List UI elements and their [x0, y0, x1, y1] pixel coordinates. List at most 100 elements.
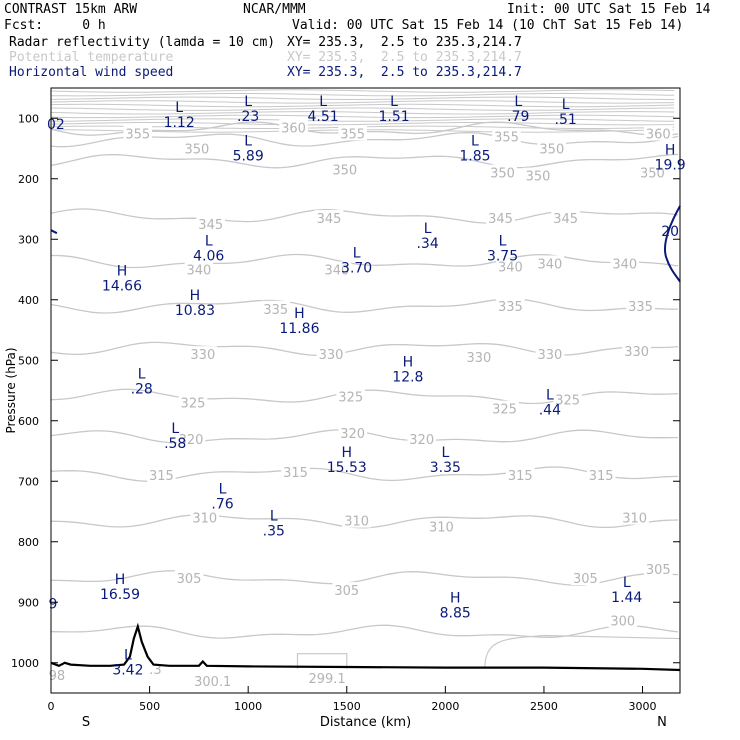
x-end-label-south: S — [82, 715, 90, 730]
theta-label: 350 — [640, 167, 665, 182]
theta-label: 320 — [340, 427, 365, 442]
theta-label: 315 — [589, 469, 614, 484]
wind-extremum-low-marker: L — [244, 94, 252, 110]
theta-label: 355 — [125, 127, 150, 142]
wind-extremum-value: .28 — [131, 381, 153, 397]
theta-label-bg — [488, 164, 517, 180]
theta-label-bg — [314, 210, 344, 226]
x-end-label-north: N — [657, 715, 667, 730]
plot-frame — [50, 87, 681, 694]
theta-label: 325 — [492, 403, 517, 418]
theta-contour-340 — [51, 253, 679, 269]
theta-label: 315 — [149, 469, 174, 484]
theta-contour-350 — [50, 153, 679, 169]
theta-label-bg — [188, 346, 218, 362]
theta-label-bg — [553, 391, 582, 407]
theta-label: 315 — [283, 466, 308, 481]
theta-label: 335 — [263, 303, 288, 318]
theta-label: 98 — [49, 669, 66, 684]
wind-extremum-low-marker: L — [219, 481, 227, 497]
field-reflectivity-xy: XY= 235.3, 2.5 to 235.3,214.7 — [287, 35, 522, 50]
wind-extremum-value: .58 — [164, 436, 186, 452]
y-tick-label: 400 — [18, 294, 39, 307]
y-tick-label: 200 — [18, 173, 39, 186]
wind-extremum-low-marker: L — [124, 648, 132, 664]
theta-label-bg — [190, 509, 220, 525]
wind-extremum-low-marker: L — [424, 221, 432, 237]
theta-label: 300 — [610, 614, 635, 629]
theta-label: 360 — [646, 127, 671, 142]
wind-extremum-value: 1.44 — [611, 590, 642, 606]
theta-label-bg — [336, 388, 366, 404]
y-tick-label: 500 — [18, 354, 39, 367]
theta-label: 350 — [526, 170, 551, 185]
theta-label-bg — [644, 125, 673, 141]
theta-label-bg — [608, 612, 638, 628]
theta-contour-310 — [51, 514, 679, 529]
wind-extremum-low-marker: L — [353, 245, 361, 261]
wind-extremum-value: 11.86 — [279, 321, 319, 337]
wind-extremum-value: 3.35 — [430, 460, 461, 476]
theta-label: 305 — [646, 563, 671, 578]
center-label: NCAR/MMM — [243, 2, 306, 17]
wind-extremum-high-marker: H — [403, 354, 414, 370]
wind-extremum-value: 3.70 — [341, 260, 372, 276]
theta-label: 335 — [628, 300, 653, 315]
wind-extremum-value: 4.51 — [308, 109, 339, 125]
theta-contour-300 — [51, 624, 679, 639]
theta-label-bg — [196, 216, 226, 232]
theta-contour-upper — [50, 107, 675, 111]
theta-label: 320 — [179, 433, 204, 448]
wind-contour-left — [50, 229, 58, 235]
wind-extremum-high-marker: H — [294, 306, 305, 322]
theta-label: 330 — [537, 348, 562, 363]
theta-label-bg — [610, 255, 640, 271]
wind-extremum-value: 19.9 — [655, 158, 686, 174]
field-wind-xy: XY= 235.3, 2.5 to 235.3,214.7 — [287, 65, 522, 80]
wind-extremum-low-marker: L — [171, 421, 179, 437]
wind-extremum-value: .79 — [507, 109, 529, 125]
theta-label-bg — [586, 467, 616, 483]
theta-label: 310 — [344, 515, 369, 530]
theta-label-bg — [182, 140, 212, 156]
wind-extremum-high-marker: H — [665, 143, 676, 159]
theta-label: 340 — [612, 257, 637, 272]
wind-contour-right — [664, 205, 681, 283]
x-tick-label: 0 — [48, 700, 55, 713]
theta-label: 300.1 — [194, 675, 231, 690]
theta-label: 299.1 — [308, 672, 345, 687]
wind-extremum-low-marker: L — [499, 233, 507, 249]
theta-label: 340 — [186, 264, 211, 279]
theta-label-bg — [523, 167, 553, 183]
theta-label-bg — [184, 261, 214, 277]
theta-label-bg — [338, 424, 367, 440]
theta-label-bg — [190, 672, 236, 688]
valid-time: Valid: 00 UTC Sat 15 Feb 14 (10 ChT Sat … — [292, 18, 684, 33]
wind-partial-label: 20 — [661, 224, 679, 240]
theta-label: 305 — [334, 584, 359, 599]
y-tick-label: 1000 — [11, 657, 39, 670]
field-wind-label: Horizontal wind speed — [9, 65, 174, 80]
wind-extremum-low-marker: L — [138, 366, 146, 382]
y-axis-title: Pressure (hPa) — [4, 347, 18, 433]
theta-label: 340 — [537, 257, 562, 272]
wind-extremum-value: .34 — [416, 236, 438, 252]
theta-label: 310 — [429, 521, 454, 536]
theta-label-bg — [261, 300, 291, 316]
theta-label: 355 — [494, 130, 519, 145]
theta-label: 310 — [192, 512, 217, 527]
theta-label: 315 — [508, 469, 533, 484]
theta-label-bg — [304, 669, 350, 685]
theta-label-bg — [638, 164, 667, 180]
wind-extremum-value: 12.8 — [392, 369, 423, 385]
wind-extremum-high-marker: H — [117, 264, 128, 280]
wind-extremum-value: 1.12 — [164, 115, 195, 131]
theta-contour-upper — [50, 103, 675, 108]
theta-label-bg — [535, 255, 565, 271]
theta-label-bg — [620, 509, 649, 525]
theta-contour-upper — [50, 111, 675, 115]
y-tick-label: 800 — [18, 536, 39, 549]
theta-label: 330 — [466, 351, 491, 366]
wind-extremum-value: 10.83 — [175, 303, 215, 319]
